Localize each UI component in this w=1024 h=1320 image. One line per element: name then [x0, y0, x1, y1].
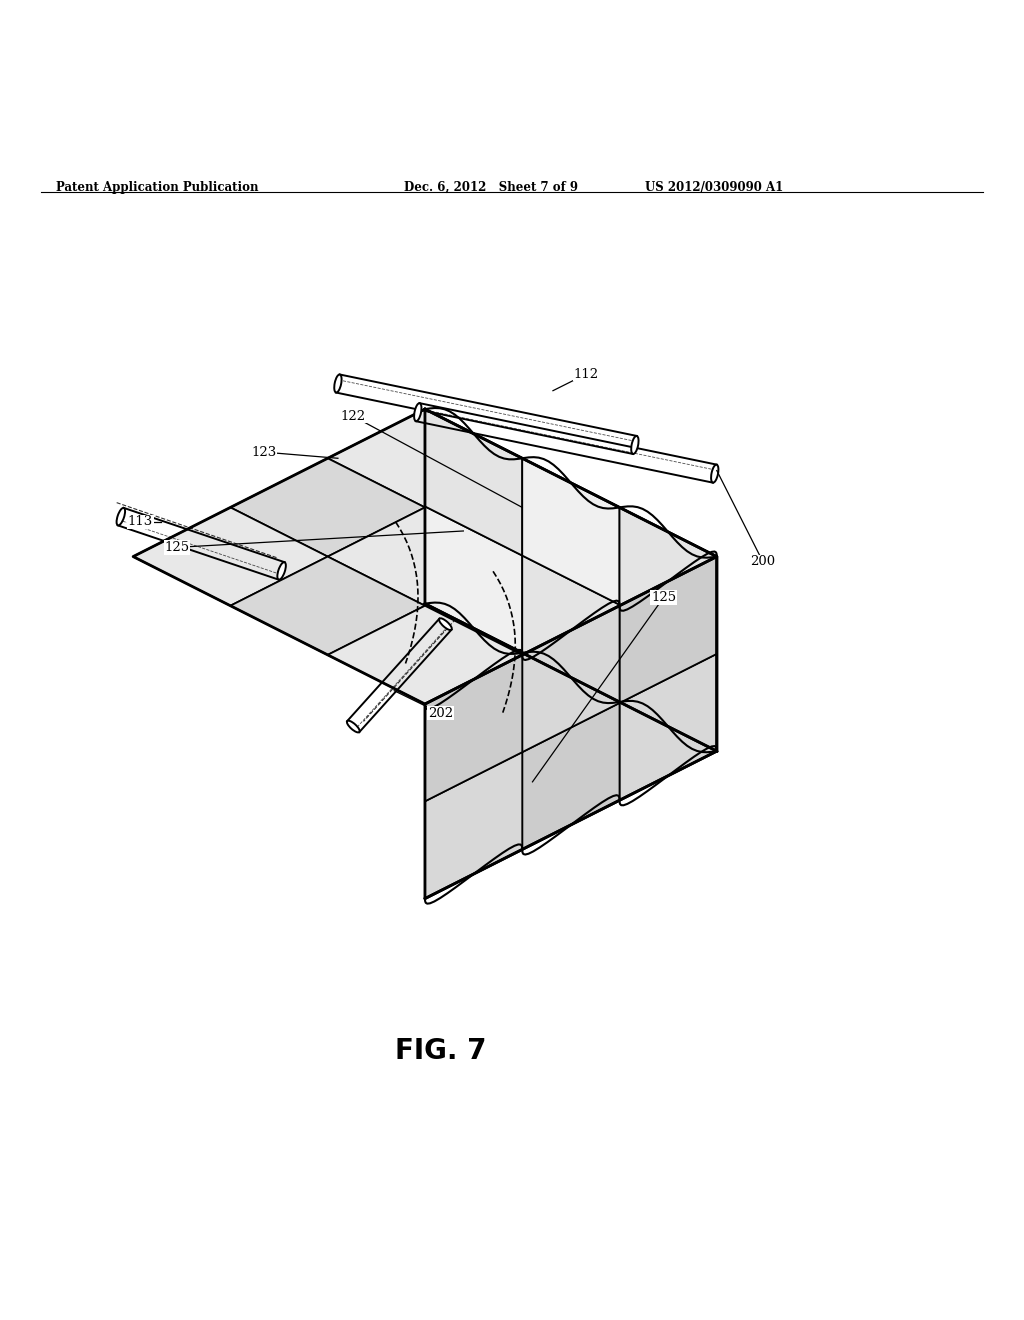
Polygon shape	[328, 507, 522, 606]
Text: 125: 125	[165, 541, 189, 554]
Ellipse shape	[334, 375, 342, 392]
Text: Patent Application Publication: Patent Application Publication	[56, 181, 259, 194]
Ellipse shape	[117, 508, 125, 525]
Polygon shape	[133, 507, 328, 606]
Polygon shape	[230, 557, 425, 655]
Text: US 2012/0309090 A1: US 2012/0309090 A1	[645, 181, 783, 194]
Ellipse shape	[278, 562, 286, 579]
Polygon shape	[620, 653, 717, 800]
Polygon shape	[328, 606, 522, 704]
Ellipse shape	[414, 403, 422, 421]
Text: 113: 113	[128, 515, 153, 528]
Text: 202: 202	[428, 706, 453, 719]
Text: 123: 123	[252, 446, 276, 458]
Polygon shape	[620, 605, 717, 751]
Text: 125: 125	[651, 591, 676, 605]
Text: 122: 122	[341, 409, 366, 422]
Polygon shape	[522, 507, 717, 606]
Polygon shape	[522, 556, 620, 702]
Polygon shape	[425, 752, 522, 899]
Polygon shape	[620, 557, 717, 704]
Polygon shape	[328, 409, 522, 507]
Polygon shape	[522, 704, 620, 850]
Polygon shape	[425, 557, 620, 655]
Polygon shape	[522, 458, 620, 605]
Polygon shape	[425, 507, 522, 653]
Polygon shape	[425, 458, 620, 557]
Ellipse shape	[711, 465, 719, 483]
Polygon shape	[230, 458, 425, 557]
Polygon shape	[425, 655, 522, 801]
Ellipse shape	[347, 721, 359, 733]
Polygon shape	[620, 507, 717, 653]
Text: FIG. 7: FIG. 7	[394, 1038, 486, 1065]
Ellipse shape	[439, 618, 452, 630]
Polygon shape	[425, 409, 522, 556]
Text: 200: 200	[751, 556, 775, 568]
Text: 112: 112	[573, 368, 598, 380]
Text: Dec. 6, 2012   Sheet 7 of 9: Dec. 6, 2012 Sheet 7 of 9	[404, 181, 579, 194]
Polygon shape	[522, 606, 620, 752]
Ellipse shape	[631, 436, 639, 454]
